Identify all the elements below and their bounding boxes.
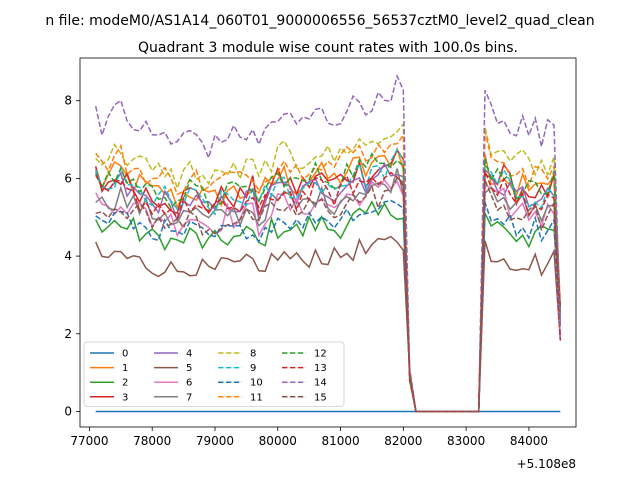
axes-frame (79, 57, 577, 428)
series-lines (94, 73, 562, 413)
y-tick-label: 2 (64, 327, 72, 341)
y-tick-label: 6 (64, 171, 72, 185)
legend-label-0: 0 (122, 349, 128, 360)
series-line-8 (95, 121, 562, 413)
legend-label-9: 9 (250, 363, 256, 374)
x-tick-label: 84000 (510, 434, 548, 448)
legend-label-2: 2 (122, 378, 128, 389)
x-tick-label: 81000 (321, 434, 359, 448)
legend-label-7: 7 (186, 392, 192, 403)
legend-label-6: 6 (186, 378, 192, 389)
x-tick-label: 80000 (259, 434, 297, 448)
x-offset-text: +5.108e8 (517, 457, 576, 471)
legend-label-3: 3 (122, 392, 128, 403)
y-axis: 0 2 4 6 8 (64, 94, 80, 418)
x-axis: 77000 78000 79000 80000 81000 82000 83000 84000 (70, 427, 548, 448)
legend-label-5: 5 (186, 363, 192, 374)
legend-label-10: 10 (250, 378, 263, 389)
legend-label-14: 14 (314, 378, 327, 389)
chart-title: Quadrant 3 module wise count rates with … (138, 40, 518, 56)
x-tick-label: 78000 (133, 434, 171, 448)
x-tick-label: 79000 (196, 434, 234, 448)
legend-label-1: 1 (122, 363, 128, 374)
legend-label-15: 15 (314, 392, 327, 403)
figure-suptitle: n file: modeM0/AS1A14_060T01_9000006556_… (45, 13, 594, 29)
y-tick-label: 4 (64, 249, 72, 263)
legend-box (83, 341, 345, 407)
legend-label-12: 12 (314, 349, 327, 360)
legend-label-11: 11 (250, 392, 263, 403)
legend-label-4: 4 (186, 349, 192, 360)
legend-label-8: 8 (250, 349, 256, 360)
plot-area (79, 57, 577, 428)
y-tick-label: 0 (64, 404, 72, 418)
x-tick-label: 83000 (447, 434, 485, 448)
x-tick-label: 77000 (70, 434, 108, 448)
legend-label-13: 13 (314, 363, 327, 374)
series-line-5 (95, 235, 562, 413)
series-line-15 (95, 176, 562, 413)
x-tick-label: 82000 (384, 434, 422, 448)
y-tick-label: 8 (64, 94, 72, 108)
